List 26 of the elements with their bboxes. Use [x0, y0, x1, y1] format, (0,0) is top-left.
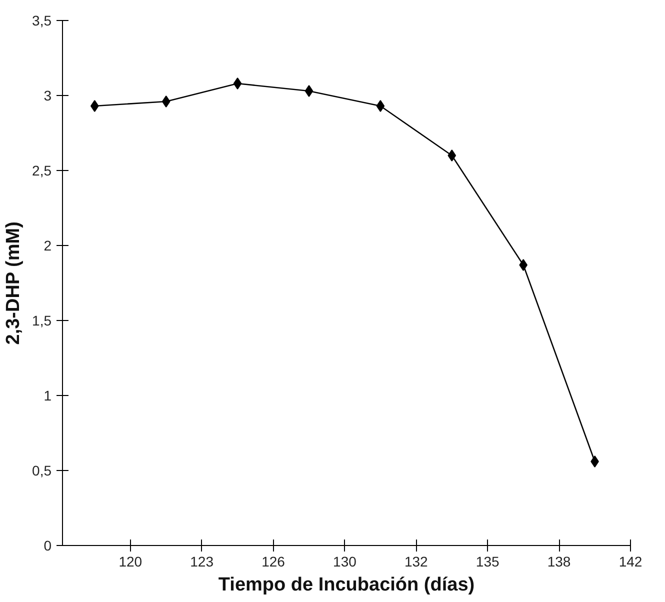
point: [90, 100, 99, 112]
y-tick-label: 2: [44, 238, 52, 254]
point: [233, 78, 242, 90]
x-tick-label: 120: [118, 554, 142, 570]
point: [304, 85, 314, 97]
point: [376, 100, 385, 112]
x-tick-label: 126: [262, 554, 286, 570]
x-tick-label: 138: [547, 554, 571, 570]
y-axis-title: 2,3-DHP (mM): [3, 222, 24, 345]
x-tick-label: 123: [190, 554, 214, 570]
y-tick-label: 1,5: [32, 312, 52, 328]
y-tick-label: 3,5: [32, 12, 52, 28]
x-tick-label: 135: [476, 554, 500, 570]
point: [519, 259, 528, 271]
point: [162, 96, 170, 108]
x-axis-title: Tiempo de Incubación (días): [218, 574, 475, 596]
point: [590, 456, 599, 468]
x-tick-label: 130: [333, 554, 357, 570]
y-tick-label: 1: [44, 388, 52, 404]
y-tick-label: 2,5: [32, 162, 52, 178]
point: [448, 150, 456, 162]
x-tick-label: 142: [618, 554, 642, 570]
y-tick-label: 0,5: [32, 462, 52, 478]
x-tick-label: 132: [404, 554, 428, 570]
y-tick-label: 0: [44, 538, 52, 554]
y-tick-label: 3: [44, 88, 52, 104]
